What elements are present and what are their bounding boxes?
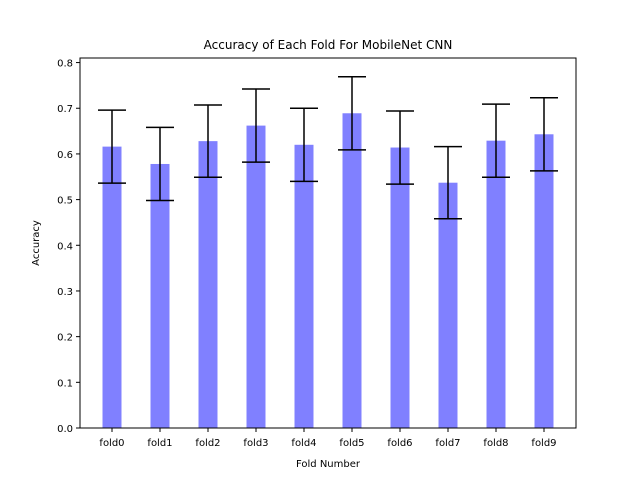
- x-tick-label-fold5: fold5: [339, 438, 364, 449]
- x-tick-label-fold9: fold9: [531, 438, 556, 449]
- error-bars-group: [98, 75, 558, 220]
- y-tick-label: 0.1: [57, 378, 73, 389]
- y-tick-label: 0.2: [57, 333, 73, 344]
- bar-fold4: [294, 144, 314, 428]
- y-tick-label: 0.0: [57, 424, 73, 435]
- x-tick-label-fold3: fold3: [243, 438, 268, 449]
- y-tick-label: 0.4: [57, 241, 73, 252]
- bar-fold1: [150, 163, 170, 428]
- x-axis-title: Fold Number: [296, 459, 361, 470]
- bar-fold3: [246, 125, 266, 429]
- x-tick-label-fold2: fold2: [195, 438, 220, 449]
- y-tick-label: 0.5: [57, 196, 73, 207]
- x-tick-label-fold0: fold0: [99, 438, 124, 449]
- x-tick-label-fold6: fold6: [387, 438, 412, 449]
- bar-fold8: [486, 140, 506, 428]
- bar-fold9: [534, 134, 554, 429]
- x-tick-label-fold4: fold4: [291, 438, 316, 449]
- bar-fold6: [390, 147, 410, 428]
- x-tick-label-fold1: fold1: [147, 438, 172, 449]
- x-axis: fold0 fold1 fold2 fold3 fold4 fold5 fold6 fold7…: [99, 428, 557, 449]
- bars-group: [102, 113, 554, 429]
- bar-fold0: [102, 146, 122, 428]
- bar-fold7: [438, 182, 458, 428]
- y-axis-title: Accuracy: [31, 220, 42, 266]
- y-tick-label: 0.3: [57, 287, 73, 298]
- x-tick-label-fold7: fold7: [435, 438, 460, 449]
- y-tick-label: 0.6: [57, 150, 73, 161]
- y-tick-label: 0.8: [57, 59, 73, 70]
- y-axis: 0.0 0.1 0.2 0.3 0.4 0.5 0.6 0.7 0.8: [57, 59, 80, 435]
- bar-fold5: [342, 113, 362, 428]
- y-tick-label: 0.7: [57, 104, 73, 115]
- x-tick-label-fold8: fold8: [483, 438, 508, 449]
- chart-title: Accuracy of Each Fold For MobileNet CNN: [204, 38, 453, 52]
- bar-fold2: [198, 141, 218, 428]
- plot-frame: [79, 57, 577, 429]
